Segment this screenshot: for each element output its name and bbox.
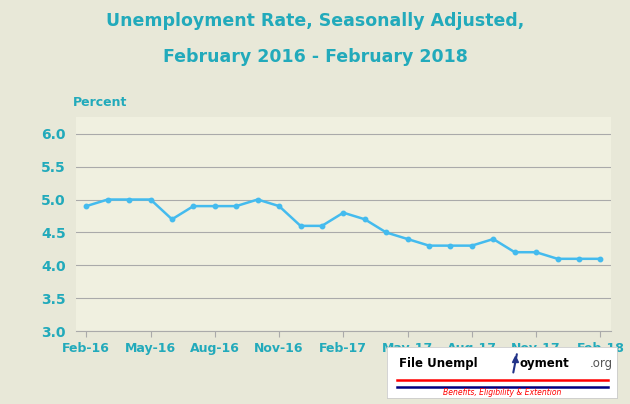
Text: .org: .org <box>590 357 613 370</box>
Text: File Unempl: File Unempl <box>399 357 478 370</box>
Text: oyment: oyment <box>520 357 570 370</box>
Text: Benefits, Eligibility & Extention: Benefits, Eligibility & Extention <box>444 388 561 398</box>
Text: Percent: Percent <box>72 96 127 109</box>
Text: February 2016 - February 2018: February 2016 - February 2018 <box>163 48 467 67</box>
Text: Unemployment Rate, Seasonally Adjusted,: Unemployment Rate, Seasonally Adjusted, <box>106 12 524 30</box>
